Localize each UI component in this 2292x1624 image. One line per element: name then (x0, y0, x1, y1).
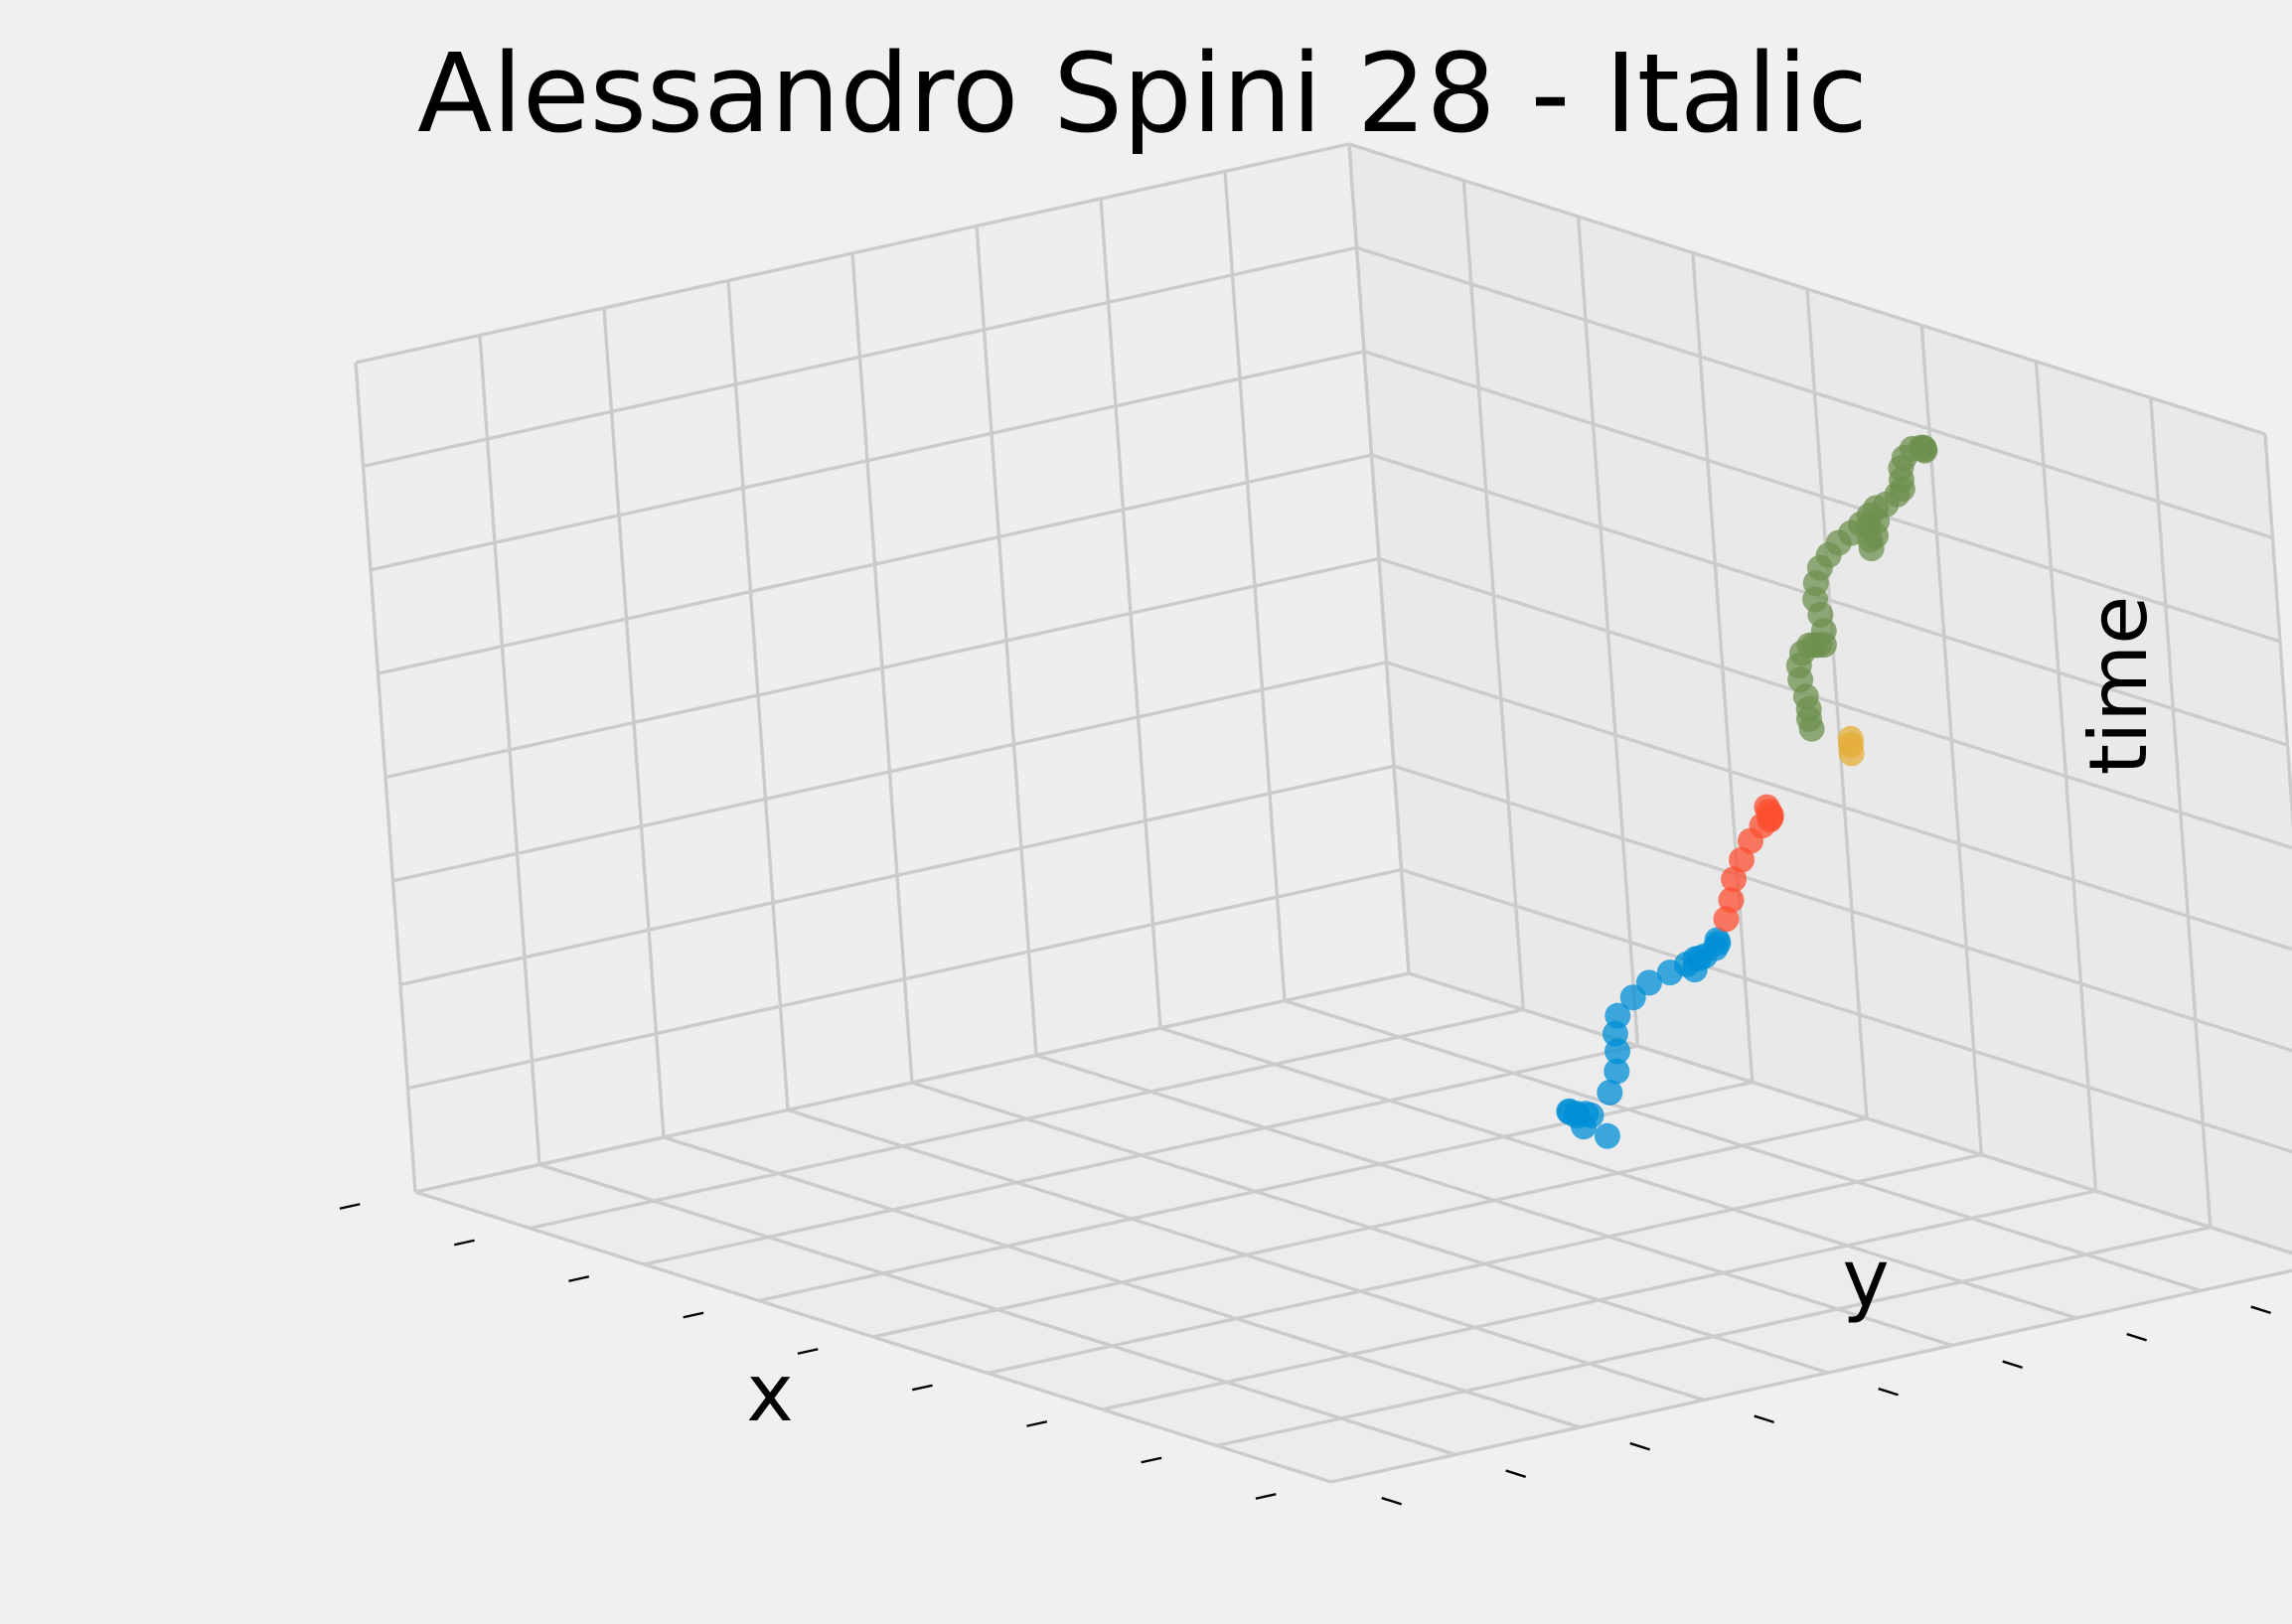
grid-line (1099, 198, 1162, 1029)
y-tick (1754, 1414, 1775, 1424)
x-tick (1255, 1493, 1277, 1500)
grid-line (1378, 556, 2292, 850)
grid-line (355, 142, 1350, 365)
y-tick (1505, 1469, 1527, 1479)
series-2 (1837, 725, 1865, 767)
grid-line (1216, 1225, 2212, 1448)
grid-line (363, 245, 1357, 469)
chart-title: Alessandro Spini 28 - Italic (417, 30, 1868, 157)
x-tick (911, 1384, 933, 1392)
grid-line (1363, 350, 2281, 644)
x-tick (568, 1275, 590, 1282)
data-point (1604, 1058, 1630, 1085)
data-point (1578, 1102, 1604, 1128)
y-axis-label: y (1842, 1233, 1889, 1325)
grid-line (975, 225, 1038, 1056)
data-point (1604, 1002, 1631, 1029)
x-axis-label: x (746, 1347, 793, 1439)
data-point (1911, 437, 1938, 464)
grid-lines (354, 142, 2292, 1484)
series-3 (1785, 434, 1938, 742)
grid-line (378, 453, 1372, 675)
data-point (1718, 887, 1745, 914)
y-tick (1381, 1496, 1403, 1506)
y-tick (2002, 1360, 2024, 1370)
grid-line (1347, 143, 1411, 974)
x-tick (339, 1203, 361, 1210)
grid-line (1408, 971, 2292, 1255)
data-point (1635, 969, 1662, 996)
y-tick (1878, 1387, 1900, 1397)
data-point (1754, 794, 1780, 820)
grid-line (1223, 171, 1287, 1001)
x-tick (683, 1311, 704, 1319)
data-point (1721, 866, 1748, 893)
data-point (1597, 1079, 1623, 1106)
grid-line (1370, 453, 2289, 747)
grid-line (1284, 998, 2202, 1293)
pane-floor (415, 973, 2292, 1482)
data-point (1594, 1122, 1620, 1149)
grid-line (1330, 1268, 2292, 1484)
z-axis-label: time (2072, 596, 2165, 776)
grid-line (1919, 325, 1983, 1155)
x-tick (453, 1239, 475, 1247)
x-tick (1026, 1420, 1048, 1427)
data-point (1704, 927, 1731, 954)
grid-line (370, 350, 1365, 572)
data-points (1556, 434, 1938, 1149)
y-tick (2126, 1332, 2148, 1342)
grid-line (1035, 1053, 1953, 1348)
x-tick (797, 1348, 819, 1355)
data-point (1837, 725, 1864, 752)
grid-line (911, 1081, 1829, 1375)
grid-line (2034, 361, 2098, 1192)
series-0 (1556, 927, 1732, 1149)
grid-line (1348, 142, 2266, 436)
y-tick (2250, 1305, 2272, 1315)
grid-line (1159, 1026, 2077, 1320)
grid-line (384, 556, 1380, 780)
grid-line (1355, 245, 2274, 540)
grid-line (1102, 1189, 2096, 1411)
series-1 (1713, 794, 1784, 933)
tick-marks (339, 1203, 2272, 1506)
grid-line (2263, 433, 2292, 831)
y-tick (1629, 1441, 1651, 1451)
grid-line (2149, 397, 2213, 1228)
x-tick (1141, 1456, 1162, 1464)
grid-line (987, 1152, 1982, 1376)
